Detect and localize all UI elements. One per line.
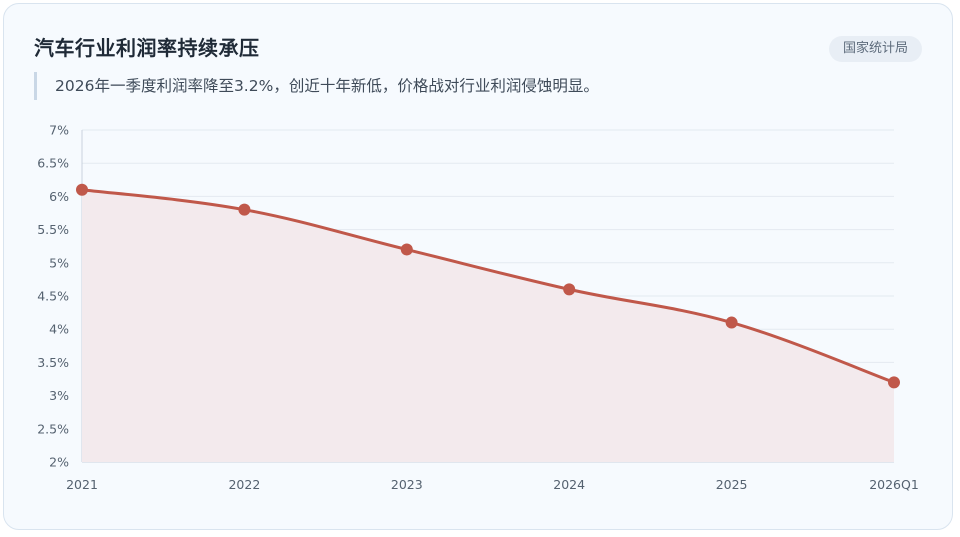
data-point xyxy=(238,203,251,216)
y-tick-label: 7% xyxy=(49,123,69,138)
x-tick-label: 2021 xyxy=(66,477,98,492)
y-tick-label: 5.5% xyxy=(37,222,69,237)
data-point xyxy=(400,243,413,256)
x-tick-label: 2024 xyxy=(553,477,585,492)
series-line xyxy=(80,188,896,384)
chart-title: 汽车行业利润率持续承压 xyxy=(34,36,260,60)
source-badge: 国家统计局 xyxy=(828,36,922,62)
y-tick-label: 6.5% xyxy=(37,156,69,171)
series-area xyxy=(82,189,894,462)
data-point xyxy=(563,283,576,296)
x-tick-label: 2022 xyxy=(228,477,260,492)
data-point xyxy=(888,376,900,389)
x-tick-label: 2026Q1 xyxy=(869,477,919,492)
y-tick-label: 6% xyxy=(49,189,69,204)
y-tick-label: 2.5% xyxy=(37,421,69,436)
data-point xyxy=(725,316,738,329)
y-tick-label: 3% xyxy=(49,388,69,403)
y-tick-label: 5% xyxy=(49,255,69,270)
y-tick-label: 4% xyxy=(49,322,69,337)
y-tick-label: 4.5% xyxy=(37,289,69,304)
x-tick-label: 2023 xyxy=(391,477,423,492)
chart-subtitle: 2026年一季度利润率降至3.2%，创近十年新低，价格战对行业利润侵蚀明显。 xyxy=(34,72,599,100)
data-point xyxy=(76,183,88,196)
y-tick-label: 3.5% xyxy=(37,355,69,370)
x-tick-label: 2025 xyxy=(716,477,748,492)
y-tick-label: 2% xyxy=(49,455,69,470)
